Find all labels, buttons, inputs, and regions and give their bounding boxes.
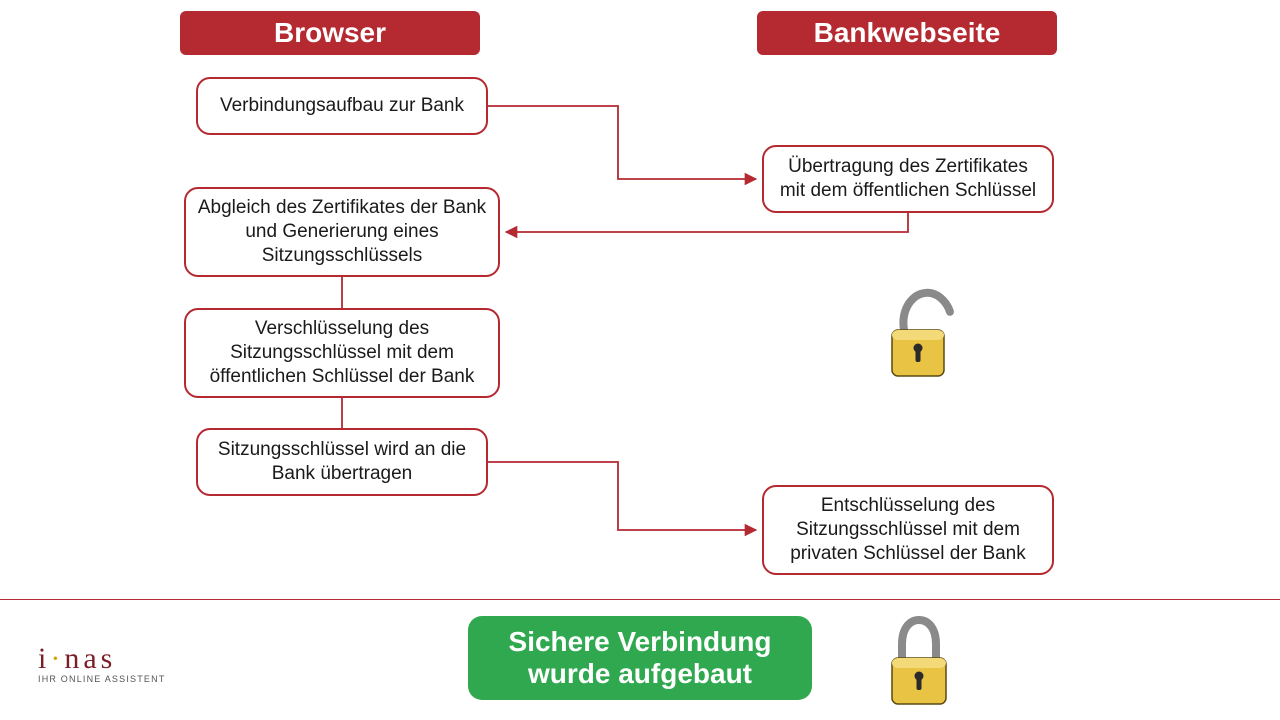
lock-closed-icon [878, 612, 960, 712]
logo-tagline: IHR ONLINE ASSISTENT [38, 674, 166, 684]
step-4: Verschlüsselung des Sitzungsschlüssel mi… [184, 308, 500, 398]
logo-text: i·nas [38, 642, 166, 676]
lock-open-icon [878, 286, 960, 386]
step-6-label: Entschlüsselung des Sitzungsschlüssel mi… [774, 494, 1042, 565]
result-box: Sichere Verbindung wurde aufgebaut [468, 616, 812, 700]
step-6: Entschlüsselung des Sitzungsschlüssel mi… [762, 485, 1054, 575]
step-1: Verbindungsaufbau zur Bank [196, 77, 488, 135]
step-3-label: Abgleich des Zertifikates der Bank und G… [196, 196, 488, 267]
step-3: Abgleich des Zertifikates der Bank und G… [184, 187, 500, 277]
step-1-label: Verbindungsaufbau zur Bank [220, 94, 464, 118]
step-5: Sitzungsschlüssel wird an die Bank übert… [196, 428, 488, 496]
header-bank: Bankwebseite [757, 11, 1057, 55]
header-browser: Browser [180, 11, 480, 55]
step-4-label: Verschlüsselung des Sitzungsschlüssel mi… [196, 317, 488, 388]
result-label: Sichere Verbindung wurde aufgebaut [468, 626, 812, 690]
divider-line [0, 599, 1280, 600]
step-5-label: Sitzungsschlüssel wird an die Bank übert… [208, 438, 476, 486]
logo: i·nas IHR ONLINE ASSISTENT [38, 642, 166, 684]
header-bank-label: Bankwebseite [814, 17, 1001, 48]
header-browser-label: Browser [274, 17, 386, 48]
step-2: Übertragung des Zertifikates mit dem öff… [762, 145, 1054, 213]
step-2-label: Übertragung des Zertifikates mit dem öff… [774, 155, 1042, 203]
